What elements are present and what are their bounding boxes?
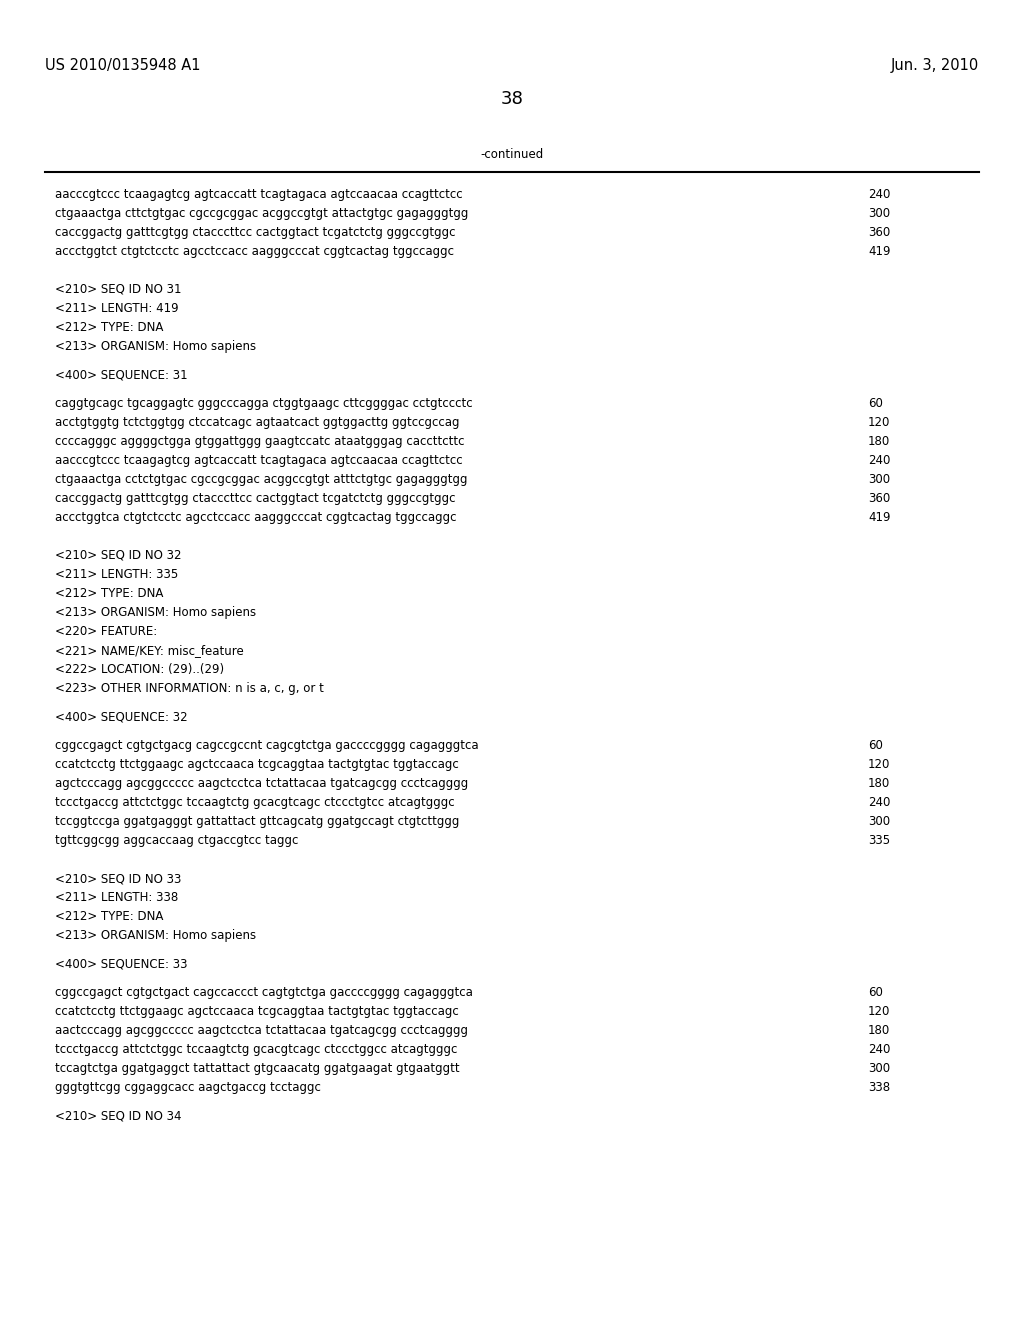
Text: 180: 180 xyxy=(868,1024,890,1038)
Text: ctgaaactga cctctgtgac cgccgcggac acggccgtgt atttctgtgc gagagggtgg: ctgaaactga cctctgtgac cgccgcggac acggccg… xyxy=(55,473,468,486)
Text: <400> SEQUENCE: 33: <400> SEQUENCE: 33 xyxy=(55,957,187,970)
Text: <213> ORGANISM: Homo sapiens: <213> ORGANISM: Homo sapiens xyxy=(55,929,256,942)
Text: 180: 180 xyxy=(868,436,890,447)
Text: <213> ORGANISM: Homo sapiens: <213> ORGANISM: Homo sapiens xyxy=(55,341,256,352)
Text: 335: 335 xyxy=(868,834,890,847)
Text: ctgaaactga cttctgtgac cgccgcggac acggccgtgt attactgtgc gagagggtgg: ctgaaactga cttctgtgac cgccgcggac acggccg… xyxy=(55,207,468,220)
Text: 360: 360 xyxy=(868,492,890,506)
Text: 300: 300 xyxy=(868,814,890,828)
Text: caccggactg gatttcgtgg ctacccttcc cactggtact tcgatctctg gggccgtggc: caccggactg gatttcgtgg ctacccttcc cactggt… xyxy=(55,226,456,239)
Text: accctggtca ctgtctcctc agcctccacc aagggcccat cggtcactag tggccaggc: accctggtca ctgtctcctc agcctccacc aagggcc… xyxy=(55,511,457,524)
Text: 419: 419 xyxy=(868,246,891,257)
Text: <210> SEQ ID NO 34: <210> SEQ ID NO 34 xyxy=(55,1110,181,1122)
Text: cggccgagct cgtgctgact cagccaccct cagtgtctga gaccccgggg cagagggtca: cggccgagct cgtgctgact cagccaccct cagtgtc… xyxy=(55,986,473,999)
Text: 300: 300 xyxy=(868,207,890,220)
Text: 38: 38 xyxy=(501,90,523,108)
Text: gggtgttcgg cggaggcacc aagctgaccg tcctaggc: gggtgttcgg cggaggcacc aagctgaccg tcctagg… xyxy=(55,1081,321,1094)
Text: <212> TYPE: DNA: <212> TYPE: DNA xyxy=(55,587,164,601)
Text: 120: 120 xyxy=(868,416,891,429)
Text: 60: 60 xyxy=(868,986,883,999)
Text: 300: 300 xyxy=(868,1063,890,1074)
Text: <210> SEQ ID NO 32: <210> SEQ ID NO 32 xyxy=(55,549,181,562)
Text: Jun. 3, 2010: Jun. 3, 2010 xyxy=(891,58,979,73)
Text: tccctgaccg attctctggc tccaagtctg gcacgtcagc ctccctggcc atcagtgggc: tccctgaccg attctctggc tccaagtctg gcacgtc… xyxy=(55,1043,458,1056)
Text: aacccgtccc tcaagagtcg agtcaccatt tcagtagaca agtccaacaa ccagttctcc: aacccgtccc tcaagagtcg agtcaccatt tcagtag… xyxy=(55,454,463,467)
Text: 360: 360 xyxy=(868,226,890,239)
Text: US 2010/0135948 A1: US 2010/0135948 A1 xyxy=(45,58,201,73)
Text: cggccgagct cgtgctgacg cagccgccnt cagcgtctga gaccccgggg cagagggtca: cggccgagct cgtgctgacg cagccgccnt cagcgtc… xyxy=(55,739,478,752)
Text: aactcccagg agcggccccc aagctcctca tctattacaa tgatcagcgg ccctcagggg: aactcccagg agcggccccc aagctcctca tctatta… xyxy=(55,1024,468,1038)
Text: <222> LOCATION: (29)..(29): <222> LOCATION: (29)..(29) xyxy=(55,663,224,676)
Text: ccatctcctg ttctggaagc agctccaaca tcgcaggtaa tactgtgtac tggtaccagc: ccatctcctg ttctggaagc agctccaaca tcgcagg… xyxy=(55,758,459,771)
Text: 338: 338 xyxy=(868,1081,890,1094)
Text: 120: 120 xyxy=(868,758,891,771)
Text: tccctgaccg attctctggc tccaagtctg gcacgtcagc ctccctgtcc atcagtgggc: tccctgaccg attctctggc tccaagtctg gcacgtc… xyxy=(55,796,455,809)
Text: 240: 240 xyxy=(868,454,891,467)
Text: ccatctcctg ttctggaagc agctccaaca tcgcaggtaa tactgtgtac tggtaccagc: ccatctcctg ttctggaagc agctccaaca tcgcagg… xyxy=(55,1005,459,1018)
Text: acctgtggtg tctctggtgg ctccatcagc agtaatcact ggtggacttg ggtccgccag: acctgtggtg tctctggtgg ctccatcagc agtaatc… xyxy=(55,416,460,429)
Text: aacccgtccc tcaagagtcg agtcaccatt tcagtagaca agtccaacaa ccagttctcc: aacccgtccc tcaagagtcg agtcaccatt tcagtag… xyxy=(55,187,463,201)
Text: <212> TYPE: DNA: <212> TYPE: DNA xyxy=(55,321,164,334)
Text: <210> SEQ ID NO 33: <210> SEQ ID NO 33 xyxy=(55,873,181,884)
Text: <211> LENGTH: 338: <211> LENGTH: 338 xyxy=(55,891,178,904)
Text: tgttcggcgg aggcaccaag ctgaccgtcc taggc: tgttcggcgg aggcaccaag ctgaccgtcc taggc xyxy=(55,834,298,847)
Text: tccagtctga ggatgaggct tattattact gtgcaacatg ggatgaagat gtgaatggtt: tccagtctga ggatgaggct tattattact gtgcaac… xyxy=(55,1063,460,1074)
Text: <400> SEQUENCE: 32: <400> SEQUENCE: 32 xyxy=(55,710,187,723)
Text: 180: 180 xyxy=(868,777,890,789)
Text: ccccagggc aggggctgga gtggattggg gaagtccatc ataatgggag caccttcttc: ccccagggc aggggctgga gtggattggg gaagtcca… xyxy=(55,436,465,447)
Text: 240: 240 xyxy=(868,796,891,809)
Text: -continued: -continued xyxy=(480,148,544,161)
Text: <220> FEATURE:: <220> FEATURE: xyxy=(55,624,158,638)
Text: caggtgcagc tgcaggagtc gggcccagga ctggtgaagc cttcggggac cctgtccctc: caggtgcagc tgcaggagtc gggcccagga ctggtga… xyxy=(55,397,473,411)
Text: 419: 419 xyxy=(868,511,891,524)
Text: caccggactg gatttcgtgg ctacccttcc cactggtact tcgatctctg gggccgtggc: caccggactg gatttcgtgg ctacccttcc cactggt… xyxy=(55,492,456,506)
Text: <213> ORGANISM: Homo sapiens: <213> ORGANISM: Homo sapiens xyxy=(55,606,256,619)
Text: <212> TYPE: DNA: <212> TYPE: DNA xyxy=(55,909,164,923)
Text: <221> NAME/KEY: misc_feature: <221> NAME/KEY: misc_feature xyxy=(55,644,244,657)
Text: 240: 240 xyxy=(868,1043,891,1056)
Text: 60: 60 xyxy=(868,397,883,411)
Text: <211> LENGTH: 335: <211> LENGTH: 335 xyxy=(55,568,178,581)
Text: 120: 120 xyxy=(868,1005,891,1018)
Text: 240: 240 xyxy=(868,187,891,201)
Text: 300: 300 xyxy=(868,473,890,486)
Text: <400> SEQUENCE: 31: <400> SEQUENCE: 31 xyxy=(55,368,187,381)
Text: <210> SEQ ID NO 31: <210> SEQ ID NO 31 xyxy=(55,282,181,296)
Text: agctcccagg agcggccccc aagctcctca tctattacaa tgatcagcgg ccctcagggg: agctcccagg agcggccccc aagctcctca tctatta… xyxy=(55,777,468,789)
Text: tccggtccga ggatgagggt gattattact gttcagcatg ggatgccagt ctgtcttggg: tccggtccga ggatgagggt gattattact gttcagc… xyxy=(55,814,460,828)
Text: accctggtct ctgtctcctc agcctccacc aagggcccat cggtcactag tggccaggc: accctggtct ctgtctcctc agcctccacc aagggcc… xyxy=(55,246,454,257)
Text: <211> LENGTH: 419: <211> LENGTH: 419 xyxy=(55,302,178,315)
Text: 60: 60 xyxy=(868,739,883,752)
Text: <223> OTHER INFORMATION: n is a, c, g, or t: <223> OTHER INFORMATION: n is a, c, g, o… xyxy=(55,682,324,696)
